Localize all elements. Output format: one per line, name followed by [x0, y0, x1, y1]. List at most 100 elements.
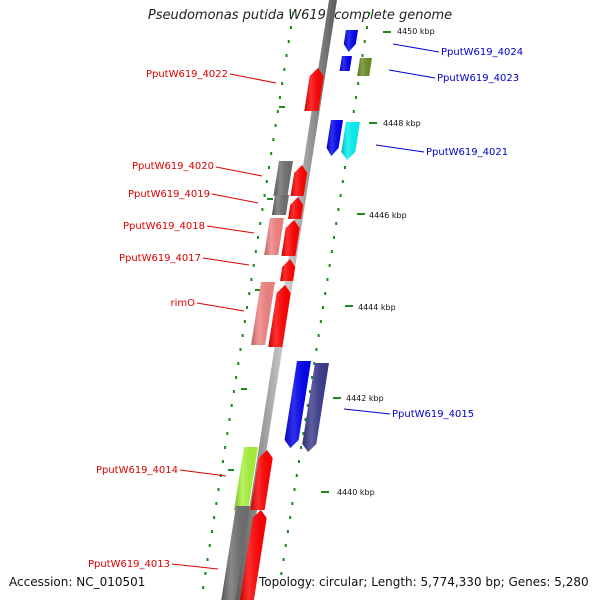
gene-PputW619_4014-shading	[234, 447, 258, 510]
gene-PputW619_4024b-shading	[339, 56, 352, 71]
guide-dot	[270, 152, 273, 155]
guide-dot	[254, 250, 257, 253]
guide-dot	[352, 110, 355, 113]
guide-dot	[215, 502, 218, 505]
guide-dot	[289, 26, 292, 29]
guide-dot	[239, 348, 242, 351]
guide-dot	[261, 208, 264, 211]
guide-dot	[363, 40, 366, 43]
gene-rimO-r-shading	[268, 285, 291, 347]
scale-tick	[267, 198, 273, 200]
gene-PputW619_4019-shading	[271, 195, 289, 215]
scale-tick	[228, 469, 234, 471]
scale-label-4448: 4448 kbp	[383, 119, 421, 128]
guide-dot	[243, 320, 246, 323]
guide-dot	[286, 530, 289, 533]
scale-tick	[241, 388, 247, 390]
guide-dot	[368, 12, 371, 15]
topology-text: Topology: circular; Length: 5,774,330 bp…	[259, 575, 589, 589]
guide-dot	[252, 264, 255, 267]
scale-tick	[383, 31, 391, 33]
scale-tick	[321, 491, 329, 493]
guide-dot	[259, 222, 262, 225]
guide-dot	[224, 446, 227, 449]
gene-PputW619_4023-shading	[357, 58, 372, 76]
guide-dot	[361, 54, 364, 57]
gene-PputW619_4015-shading	[284, 361, 311, 448]
guide-dot	[248, 292, 251, 295]
guide-dot	[289, 516, 292, 519]
guide-dot	[330, 250, 333, 253]
guide-dot	[317, 334, 320, 337]
guide-dot	[208, 544, 211, 547]
guide-dot	[324, 292, 327, 295]
guide-dot	[230, 404, 233, 407]
guide-dot	[306, 404, 309, 407]
guide-dot	[284, 544, 287, 547]
gene-PputW619_4018-shading	[264, 218, 284, 255]
gene-PputW619_4018r-shading	[281, 220, 300, 256]
gene-label-PputW619_4013: PputW619_4013	[88, 559, 170, 570]
leader-line	[206, 225, 255, 234]
gene-label-rimO: rimO	[170, 298, 195, 309]
guide-dot	[357, 82, 360, 85]
gene-PputW619_4024-shading	[343, 30, 358, 52]
guide-dot	[278, 96, 281, 99]
guide-dot	[237, 362, 240, 365]
gene-label-PputW619_4017: PputW619_4017	[119, 253, 201, 264]
leader-line	[343, 408, 391, 415]
guide-dot	[315, 348, 318, 351]
scale-tick	[255, 289, 261, 291]
gene-label-PputW619_4020: PputW619_4020	[132, 161, 214, 172]
guide-dot	[343, 166, 346, 169]
guide-dot	[300, 446, 303, 449]
gene-PputW619_4013-shading	[221, 506, 250, 600]
scale-label-4444: 4444 kbp	[358, 303, 396, 312]
guide-dot	[354, 96, 357, 99]
gene-label-PputW619_4023: PputW619_4023	[437, 73, 519, 84]
guide-dot	[202, 586, 205, 589]
guide-dot	[293, 488, 296, 491]
guide-dot	[283, 68, 286, 71]
guide-dot	[210, 530, 213, 533]
guide-dot	[241, 334, 244, 337]
leader-line	[179, 469, 227, 477]
scale-tick	[357, 213, 365, 215]
scale-tick	[333, 397, 341, 399]
guide-dot	[221, 460, 224, 463]
gene-PputW619_4017-shading	[280, 259, 296, 281]
gene-PputW619_4020-shading	[273, 161, 293, 196]
leader-line	[392, 43, 440, 53]
accession-text: Accession: NC_010501	[9, 575, 146, 589]
guide-dot	[365, 26, 368, 29]
guide-dot	[206, 558, 209, 561]
guide-dot	[304, 418, 307, 421]
guide-dot	[217, 488, 220, 491]
guide-dot	[281, 82, 284, 85]
leader-line	[196, 302, 245, 312]
gene-PputW619_4019r-shading	[288, 197, 304, 219]
guide-dot	[280, 572, 283, 575]
label-leader-lines	[171, 43, 440, 570]
gene-label-PputW619_4019: PputW619_4019	[128, 189, 210, 200]
guide-dot	[339, 194, 342, 197]
guide-dot	[285, 54, 288, 57]
guide-dot	[292, 12, 295, 15]
guide-dot	[322, 306, 325, 309]
gene-label-PputW619_4018: PputW619_4018	[123, 221, 205, 232]
guide-dot	[302, 432, 305, 435]
guide-dot	[213, 516, 216, 519]
guide-dot	[265, 180, 268, 183]
guide-dot	[328, 264, 331, 267]
guide-dot	[204, 572, 207, 575]
gene-PputW619_4021a-shading	[326, 120, 343, 156]
guide-dot	[228, 418, 231, 421]
gene-label-PputW619_4021: PputW619_4021	[426, 147, 508, 158]
gene-PputW619_4022-shading	[304, 68, 324, 111]
gene-PputW619_4015b-shading	[302, 363, 329, 452]
leader-line	[202, 257, 250, 266]
gene-label-PputW619_4014: PputW619_4014	[96, 465, 178, 476]
guide-dot	[308, 390, 311, 393]
guide-dot	[235, 376, 238, 379]
